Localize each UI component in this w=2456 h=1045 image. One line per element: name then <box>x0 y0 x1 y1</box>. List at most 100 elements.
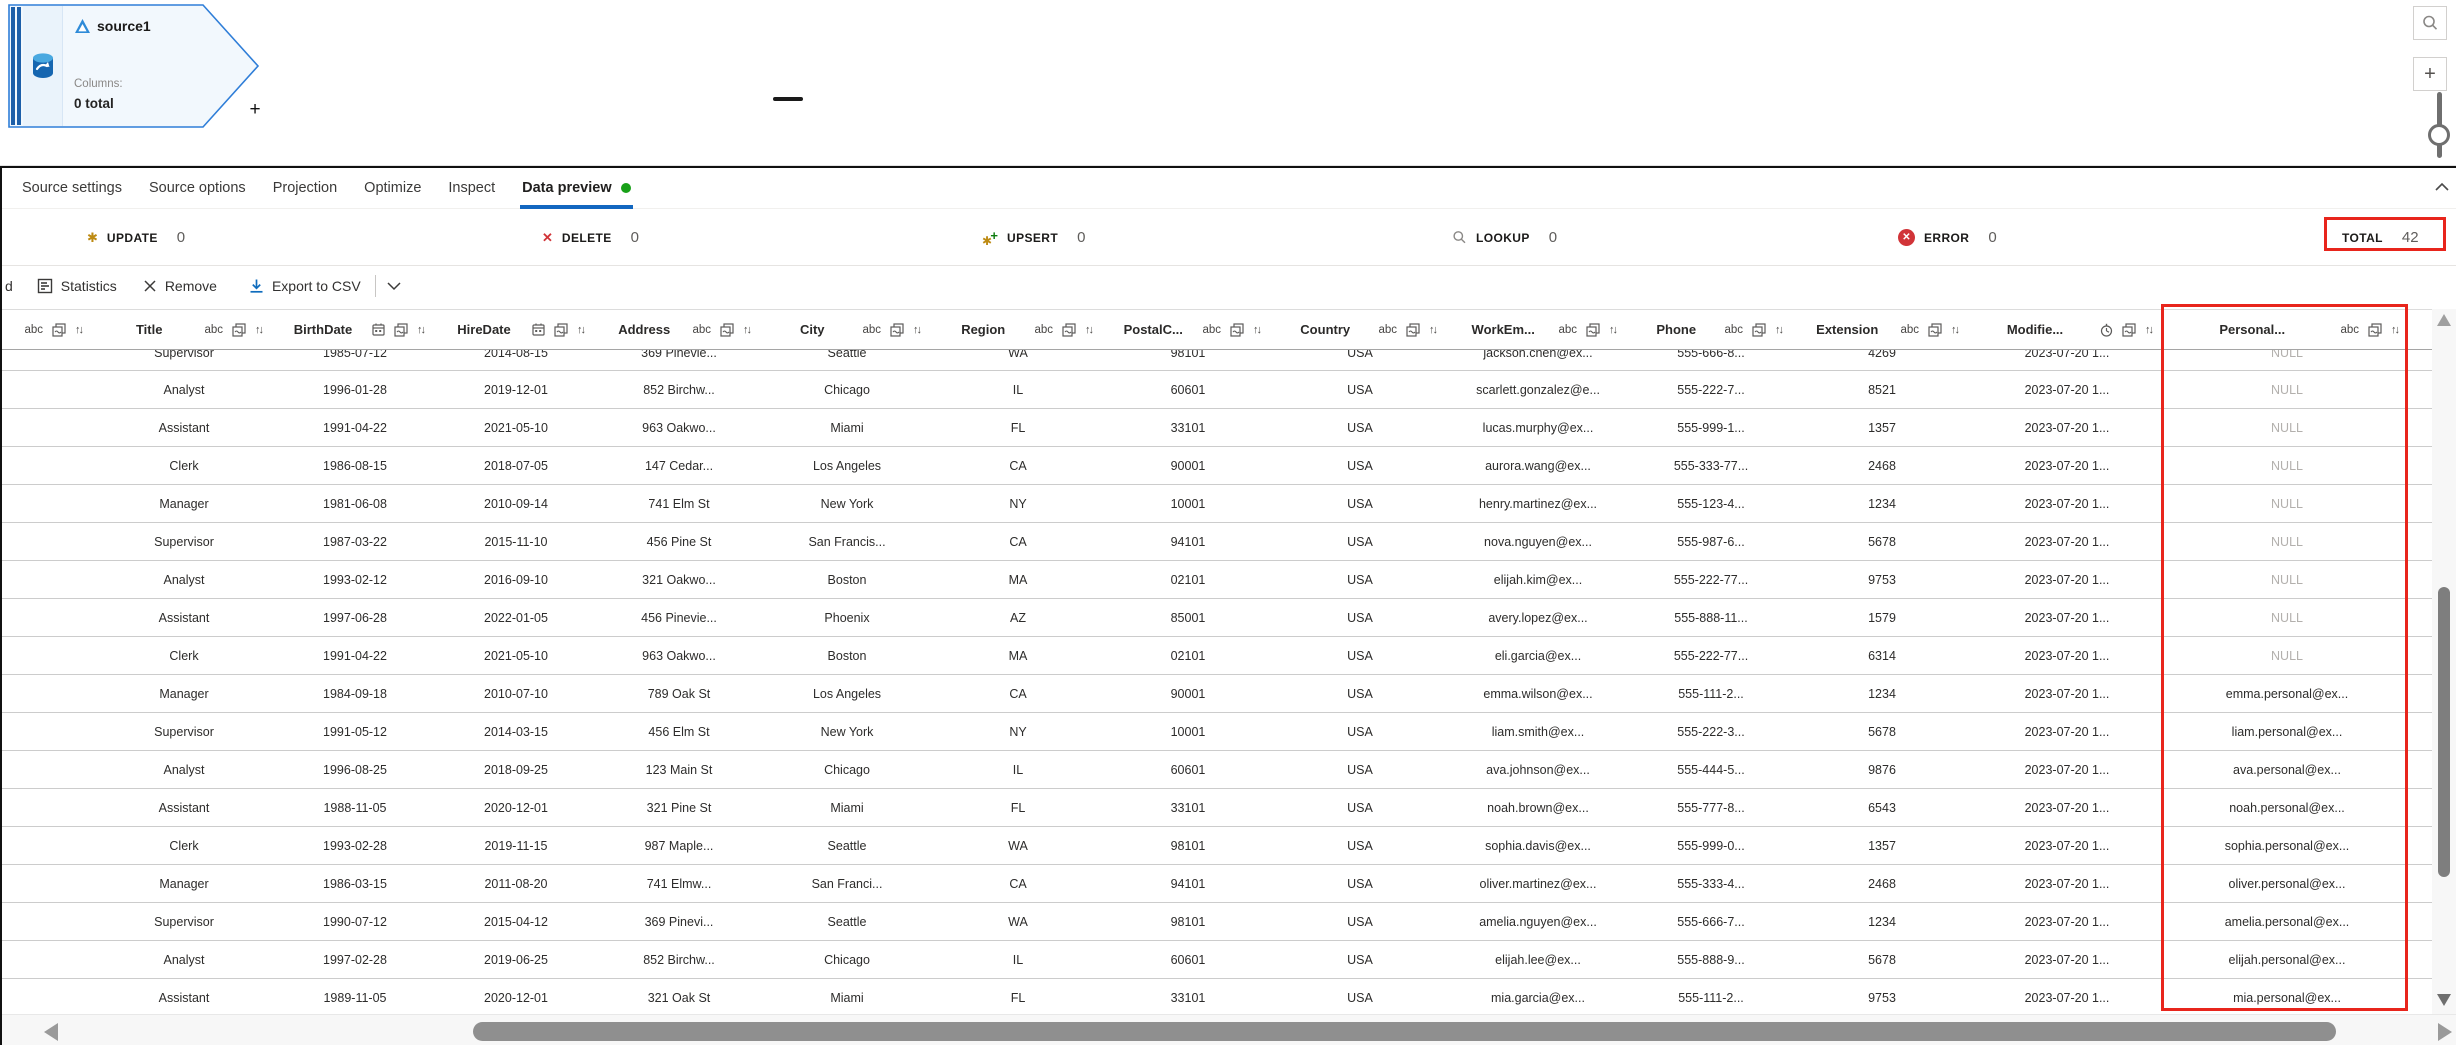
sort-icon[interactable]: ↑↓ <box>913 323 922 336</box>
table-cell: Manager <box>159 876 209 891</box>
table-cell: 555-666-8... <box>1677 350 1745 360</box>
source-node[interactable]: source1 Columns: 0 total <box>8 4 260 128</box>
statistics-button[interactable]: Statistics <box>37 278 117 294</box>
copy-icon[interactable] <box>1062 322 1076 337</box>
table-cell: USA <box>1347 534 1373 549</box>
copy-icon[interactable] <box>394 322 408 337</box>
sort-icon[interactable]: ↑↓ <box>2391 323 2400 336</box>
scroll-right-arrow-icon[interactable] <box>2438 1023 2452 1041</box>
copy-icon[interactable] <box>2368 322 2382 337</box>
toolbar-more-button[interactable] <box>386 281 402 291</box>
scroll-up-arrow-icon[interactable] <box>2437 314 2451 326</box>
table-cell: USA <box>1347 838 1373 853</box>
table-cell: 2021-05-10 <box>484 648 548 663</box>
table-cell: 2023-07-20 1... <box>2024 762 2110 777</box>
scroll-down-arrow-icon[interactable] <box>2437 994 2451 1006</box>
copy-icon[interactable] <box>1586 322 1600 337</box>
tab-source-options[interactable]: Source options <box>148 180 246 196</box>
header-cell-region[interactable]: Region abc ↑↓ <box>932 310 1104 349</box>
export-csv-button[interactable]: Export to CSV <box>249 278 361 294</box>
sort-icon[interactable]: ↑↓ <box>743 323 752 336</box>
table-cell: USA <box>1347 914 1373 929</box>
table-cell: 02101 <box>1170 572 1206 587</box>
header-cell-workem[interactable]: WorkEm... abc ↑↓ <box>1448 310 1628 349</box>
table-cell: 2023-07-20 1... <box>2024 458 2110 473</box>
tab-optimize[interactable]: Optimize <box>364 180 422 196</box>
tab-inspect[interactable]: Inspect <box>448 180 496 196</box>
dataflow-canvas[interactable]: source1 Columns: 0 total + + <box>0 0 2456 166</box>
copy-icon[interactable] <box>1928 322 1942 337</box>
tab-data-preview[interactable]: Data preview <box>520 168 634 209</box>
tab-source-settings[interactable]: Source settings <box>22 180 122 196</box>
header-cell-hiredate[interactable]: HireDate ↑↓ <box>436 310 596 349</box>
table-cell <box>2 371 94 408</box>
canvas-zoom-in-button[interactable]: + <box>2413 57 2447 91</box>
upsert-asterisk-plus-icon: ✱ + <box>982 227 998 248</box>
header-cell-extension[interactable]: Extension abc ↑↓ <box>1794 310 1970 349</box>
sort-icon[interactable]: ↑↓ <box>1429 323 1438 336</box>
table-cell <box>2 751 94 788</box>
tab-projection[interactable]: Projection <box>272 180 338 196</box>
canvas-search-button[interactable] <box>2413 6 2447 40</box>
table-cell: 94101 <box>1170 876 1206 891</box>
sort-icon[interactable]: ↑↓ <box>1609 323 1618 336</box>
table-cell: San Franci... <box>811 876 883 891</box>
copy-icon[interactable] <box>554 322 568 337</box>
sort-icon[interactable]: ↑↓ <box>1775 323 1784 336</box>
copy-icon[interactable] <box>1752 322 1766 337</box>
sort-icon[interactable]: ↑↓ <box>255 323 264 336</box>
sort-icon[interactable]: ↑↓ <box>577 323 586 336</box>
copy-icon[interactable] <box>890 322 904 337</box>
copy-icon[interactable] <box>1230 322 1244 337</box>
header-cell-title[interactable]: Title abc ↑↓ <box>94 310 274 349</box>
header-cell-modifie[interactable]: Modifie... ↑↓ <box>1970 310 2164 349</box>
header-cell-personal[interactable]: Personal... abc ↑↓ <box>2164 310 2410 349</box>
sort-icon[interactable]: ↑↓ <box>417 323 426 336</box>
header-cell-hidden[interactable]: abc ↑↓ <box>2 310 94 349</box>
table-header-row: abc ↑↓ Title abc ↑↓ BirthDate ↑↓ HireDate ↑↓ Addr… <box>2 309 2434 350</box>
table-cell: 2023-07-20 1... <box>2024 496 2110 511</box>
vertical-scrollbar[interactable] <box>2432 309 2456 1014</box>
remove-button[interactable]: Remove <box>143 278 217 294</box>
table-cell: 6543 <box>1868 800 1896 815</box>
panel-collapse-button[interactable] <box>2434 180 2450 198</box>
table-cell: USA <box>1347 686 1373 701</box>
table-body: Supervisor 1985-07-12 2014-08-15 369 Pinevi… <box>2 350 2434 1014</box>
panel-resize-grip[interactable] <box>773 97 803 101</box>
table-cell: 1234 <box>1868 686 1896 701</box>
table-cell <box>2 713 94 750</box>
vertical-scrollbar-thumb[interactable] <box>2438 587 2450 877</box>
sort-icon[interactable]: ↑↓ <box>2145 323 2154 336</box>
copy-icon[interactable] <box>52 322 66 337</box>
table-cell: aurora.wang@ex... <box>1485 458 1591 473</box>
copy-icon[interactable] <box>720 322 734 337</box>
header-cell-phone[interactable]: Phone abc ↑↓ <box>1628 310 1794 349</box>
copy-icon[interactable] <box>232 322 246 337</box>
add-transformation-button[interactable]: + <box>249 99 261 120</box>
header-cell-city[interactable]: City abc ↑↓ <box>762 310 932 349</box>
table-cell: 2468 <box>1868 876 1896 891</box>
table-cell: 2019-12-01 <box>484 382 548 397</box>
table-cell: USA <box>1347 458 1373 473</box>
scroll-left-arrow-icon[interactable] <box>44 1023 58 1041</box>
horizontal-scrollbar[interactable] <box>2 1014 2456 1045</box>
copy-icon[interactable] <box>2122 322 2136 337</box>
table-cell <box>2 979 94 1014</box>
sort-icon[interactable]: ↑↓ <box>75 323 84 336</box>
sort-icon[interactable]: ↑↓ <box>1085 323 1094 336</box>
header-cell-postalc[interactable]: PostalC... abc ↑↓ <box>1104 310 1272 349</box>
table-cell: NULL <box>2271 382 2303 397</box>
table-row: Manager 1986-03-15 2011-08-20 741 Elmw... Sa… <box>2 865 2434 903</box>
table-cell: 98101 <box>1170 838 1206 853</box>
sort-icon[interactable]: ↑↓ <box>1951 323 1960 336</box>
canvas-zoom-slider-knob[interactable] <box>2428 124 2450 146</box>
copy-icon[interactable] <box>1406 322 1420 337</box>
header-cell-birthdate[interactable]: BirthDate ↑↓ <box>274 310 436 349</box>
table-cell: Seattle <box>827 838 867 853</box>
header-cell-address[interactable]: Address abc ↑↓ <box>596 310 762 349</box>
table-cell: 60601 <box>1170 952 1206 967</box>
sort-icon[interactable]: ↑↓ <box>1253 323 1262 336</box>
table-cell: 456 Pinevie... <box>641 610 717 625</box>
horizontal-scrollbar-thumb[interactable] <box>473 1022 2336 1041</box>
header-cell-country[interactable]: Country abc ↑↓ <box>1272 310 1448 349</box>
